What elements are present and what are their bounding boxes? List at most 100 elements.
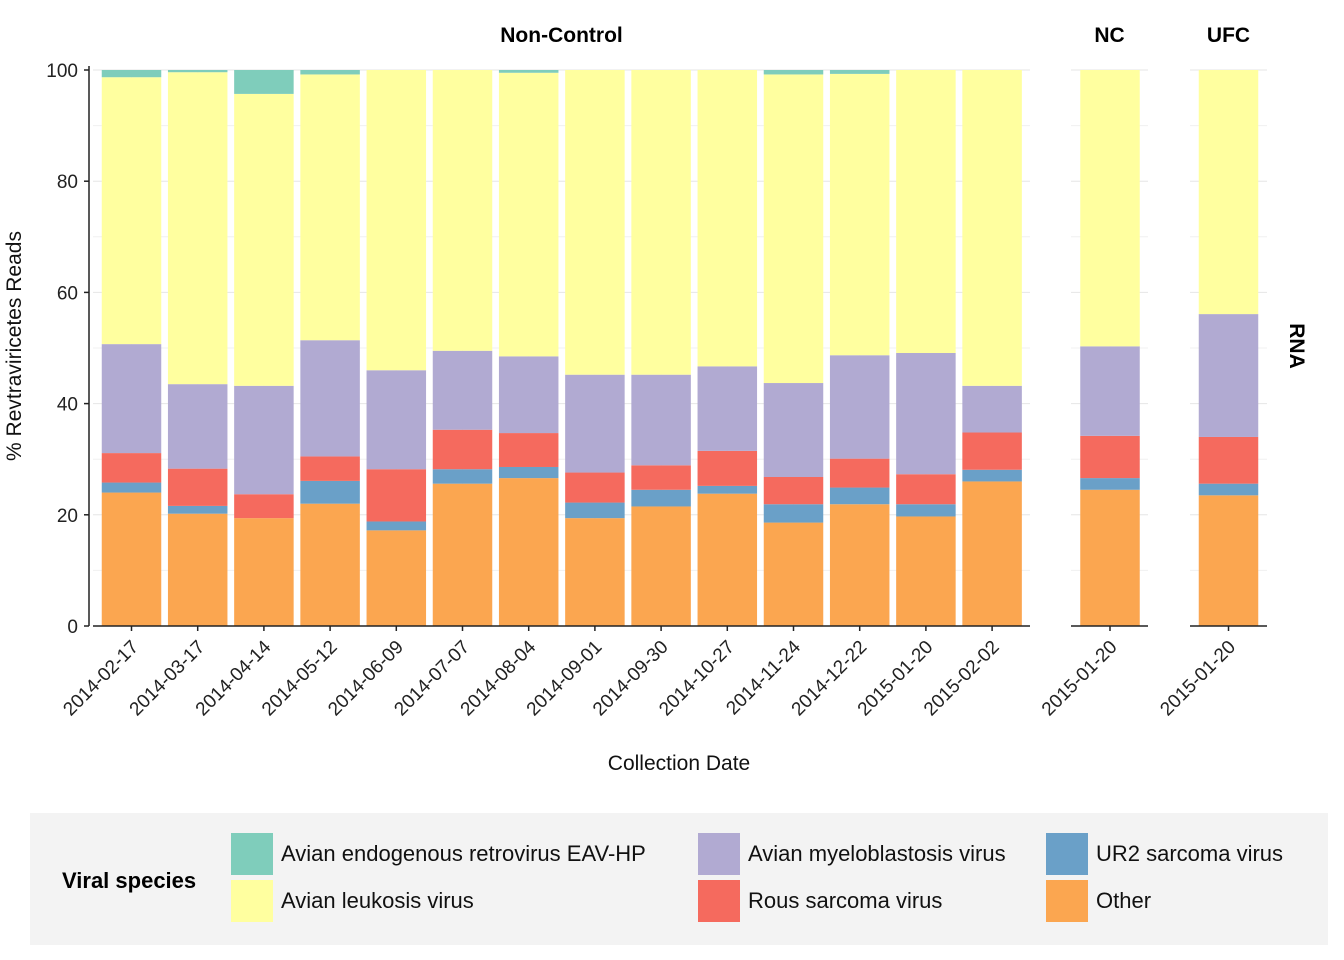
bar-segment <box>1080 489 1140 626</box>
bar-segment <box>631 506 691 626</box>
bar-segment <box>101 77 162 345</box>
bar-segment <box>565 502 625 519</box>
bar-segment <box>962 70 1022 386</box>
legend-label: UR2 sarcoma virus <box>1096 841 1284 866</box>
bar-segment <box>167 384 228 469</box>
bar-segment <box>829 70 890 74</box>
panel-strip-label: UFC <box>1207 24 1250 47</box>
bar-segment <box>366 530 427 626</box>
bar-segment <box>432 70 493 351</box>
legend: Viral species Avian endogenous retroviru… <box>30 813 1328 945</box>
bar-segment <box>432 469 493 484</box>
bar-segment <box>300 480 360 504</box>
bar-segment <box>167 505 228 514</box>
bar-segment <box>962 469 1022 482</box>
bar-segment <box>432 483 493 626</box>
bar-segment <box>763 476 824 505</box>
bar-segment <box>1198 314 1259 437</box>
legend-item-eav-hp: Avian endogenous retrovirus EAV-HP <box>231 832 646 876</box>
bar-segment <box>366 521 427 531</box>
legend-label: Avian leukosis virus <box>281 888 474 913</box>
bar-segment <box>1198 436 1259 484</box>
legend-item-ur2: UR2 sarcoma virus <box>1046 832 1283 876</box>
bar-segment <box>498 356 559 434</box>
bar-segment <box>763 383 824 477</box>
bar-segment <box>234 70 294 94</box>
bar-segment <box>829 504 890 626</box>
bar-segment <box>432 429 493 470</box>
bar-segment <box>697 366 758 451</box>
bar-segment <box>234 494 294 519</box>
bar-segment <box>498 433 559 467</box>
bar-segment <box>962 432 1022 470</box>
bar-segment <box>366 70 427 371</box>
bar-segment <box>300 340 360 457</box>
bar-segment <box>829 73 890 356</box>
y-tick-label: 60 <box>57 283 78 304</box>
panel-strip-label: Non-Control <box>500 24 622 47</box>
bar-segment <box>101 453 162 483</box>
bar-segment <box>565 472 625 503</box>
bar-segment <box>101 492 162 626</box>
legend-item-leukosis: Avian leukosis virus <box>231 879 474 923</box>
bar-segment <box>167 513 228 626</box>
bar-segment <box>1198 495 1259 626</box>
legend-key <box>1046 833 1088 875</box>
bar-segment <box>1080 346 1140 436</box>
bar-segment <box>829 487 890 505</box>
bar-segment <box>234 518 294 626</box>
bar-segment <box>697 450 758 486</box>
bar-segment <box>234 385 294 495</box>
legend-label: Rous sarcoma virus <box>748 888 943 913</box>
bar-segment <box>498 478 559 626</box>
bar-segment <box>763 74 824 384</box>
bar-segment <box>300 74 360 341</box>
bar-segment <box>1198 483 1259 496</box>
bar-segment <box>1080 70 1140 347</box>
bar-segment <box>763 504 824 523</box>
bar-segment <box>631 489 691 507</box>
bar-segment <box>432 350 493 430</box>
bar-segment <box>829 458 890 488</box>
legend-item-other: Other <box>1046 879 1151 923</box>
bars-layer <box>101 70 1259 626</box>
y-tick-label: 0 <box>67 617 78 638</box>
y-tick-label: 80 <box>57 172 78 193</box>
bar-segment <box>631 70 691 375</box>
y-axis-title: % Revtraviricetes Reads <box>3 231 26 461</box>
bar-segment <box>167 72 228 385</box>
bar-segment <box>896 474 956 505</box>
bar-segment <box>565 518 625 626</box>
bar-segment <box>1198 70 1259 315</box>
bar-segment <box>366 370 427 470</box>
bar-segment <box>829 355 890 459</box>
legend-label: Avian endogenous retrovirus EAV-HP <box>281 841 646 866</box>
bar-segment <box>697 493 758 626</box>
x-tick-label: 2015-01-20 <box>1156 637 1240 721</box>
y-tick-label: 40 <box>57 395 78 416</box>
bar-segment <box>167 70 228 73</box>
bar-segment <box>101 344 162 454</box>
bar-segment <box>896 504 956 517</box>
bar-segment <box>763 522 824 626</box>
bar-segment <box>962 385 1022 433</box>
legend-key <box>698 880 740 922</box>
bar-segment <box>300 456 360 481</box>
bar-segment <box>565 70 625 375</box>
x-axis-title: Collection Date <box>608 752 750 775</box>
bar-segment <box>962 481 1022 626</box>
y-tick-label: 100 <box>46 61 78 82</box>
bar-segment <box>101 70 162 78</box>
bar-segment <box>763 70 824 75</box>
bar-segment <box>498 72 559 357</box>
legend-key <box>1046 880 1088 922</box>
legend-label: Avian myeloblastosis virus <box>748 841 1006 866</box>
bar-segment <box>498 466 559 479</box>
legend-item-myeloblastosis: Avian myeloblastosis virus <box>698 832 1006 876</box>
legend-item-rous: Rous sarcoma virus <box>698 879 942 923</box>
bar-segment <box>896 353 956 475</box>
legend-key <box>231 833 273 875</box>
x-tick-label: 2015-01-20 <box>1038 637 1122 721</box>
row-strip-label: RNA <box>1285 323 1308 369</box>
bar-segment <box>631 465 691 490</box>
